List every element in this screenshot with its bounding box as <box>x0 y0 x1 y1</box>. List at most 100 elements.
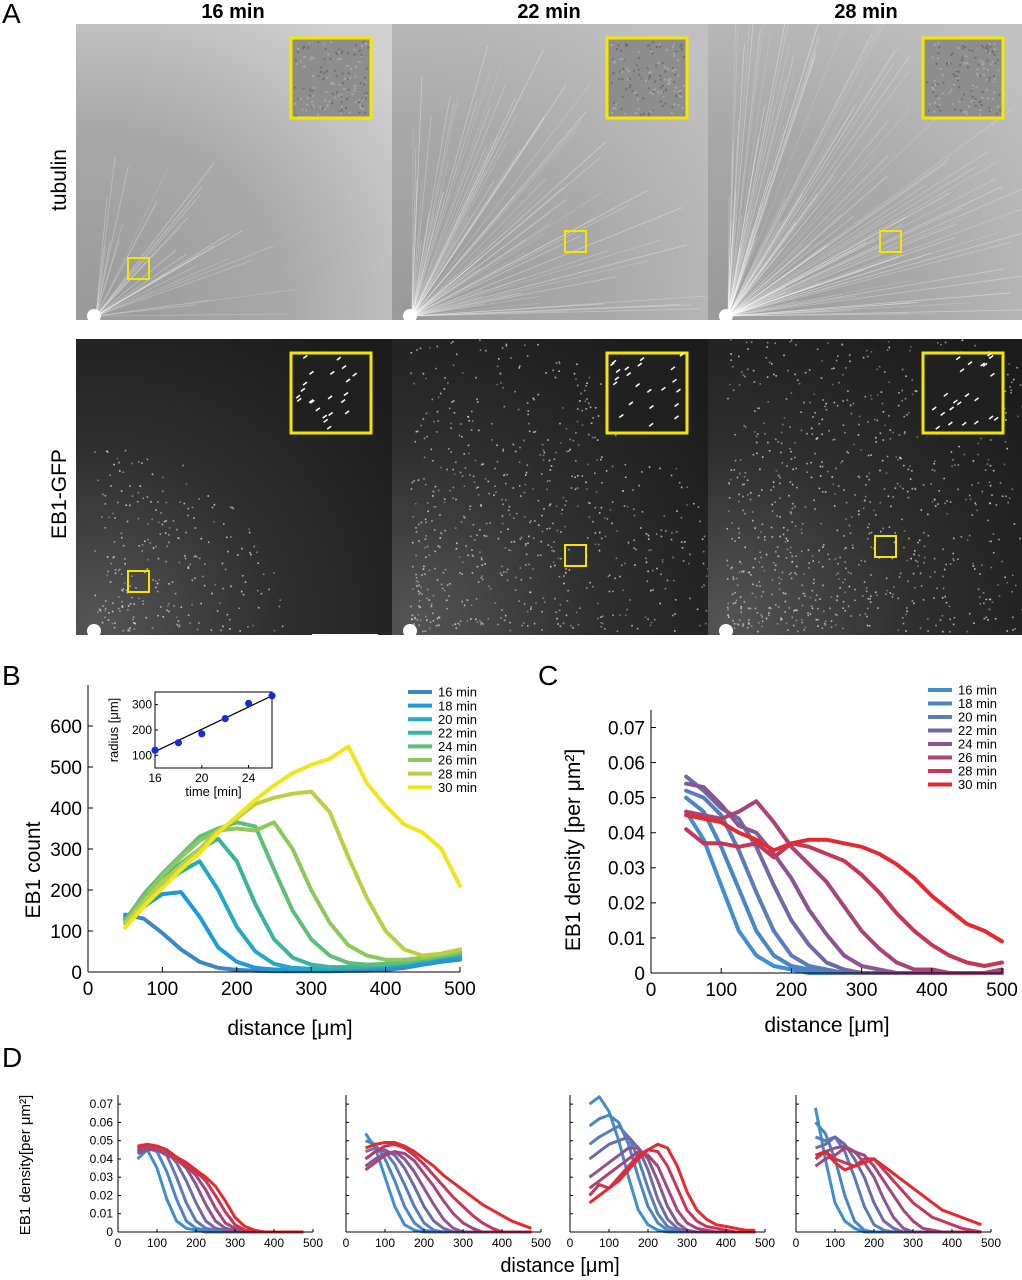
inset-xlabel: time [min] <box>185 784 241 799</box>
x-tick-label: 0 <box>115 1236 122 1250</box>
subplot-series-line <box>588 1146 756 1234</box>
y-tick-label: 0.06 <box>90 1115 114 1129</box>
x-tick-label: 200 <box>776 980 808 1001</box>
x-tick-label: 0 <box>83 979 94 1000</box>
subplot-1: 0 100 200 300 400 500 0 0.01 0.02 0.03 0.04 0.05 0.0… <box>90 1095 323 1250</box>
x-tick-label: 200 <box>864 1236 884 1250</box>
y-tick-label: 0.07 <box>90 1097 114 1111</box>
x-tick-label: 500 <box>444 979 476 1000</box>
y-tick-label: 0.01 <box>608 929 645 950</box>
series-line-18-min <box>684 795 1004 975</box>
column-title-16min: 16 min <box>201 1 265 23</box>
inset-frame <box>154 691 273 769</box>
zoom-inset <box>289 351 373 435</box>
legend-label: 28 min <box>958 764 997 779</box>
zoom-inset <box>605 36 689 120</box>
legend-label: 26 min <box>438 753 477 768</box>
chart-b-xlabel: distance [μm] <box>227 1017 352 1040</box>
subplot-series-line <box>814 1150 982 1227</box>
series-line-30-min <box>123 744 462 930</box>
y-tick-label: 0.05 <box>608 789 645 810</box>
subplot-series-line <box>814 1107 982 1234</box>
y-tick-label: 0.02 <box>608 894 645 915</box>
x-tick-label: 300 <box>677 1236 697 1250</box>
subplot-4: 0 100 200 300 400 500 <box>793 1095 1001 1250</box>
micrograph-eb1-1 <box>392 339 708 635</box>
legend-label: 20 min <box>438 712 477 727</box>
micrograph-tubulin-1 <box>392 24 708 320</box>
centrosome-spot <box>87 624 101 635</box>
scale-bar <box>312 634 378 639</box>
x-tick-label: 400 <box>916 980 948 1001</box>
centrosome-spot <box>403 624 417 635</box>
inset-y-tick-label: 100 <box>132 748 152 762</box>
inset-ylabel: radius [μm] <box>106 698 121 763</box>
legend-label: 16 min <box>438 685 477 700</box>
y-tick-label: 0 <box>634 964 645 985</box>
y-tick-label: 0.07 <box>608 718 645 739</box>
x-tick-label: 400 <box>716 1236 736 1250</box>
zoom-inset <box>605 351 689 435</box>
inset-y-tick-label: 200 <box>132 723 152 737</box>
y-tick-label: 100 <box>50 922 82 943</box>
x-tick-label: 200 <box>221 979 253 1000</box>
x-tick-label: 0 <box>793 1236 800 1250</box>
centrosome-spot <box>719 309 733 320</box>
series-line-26-min <box>684 799 1004 975</box>
micrograph-texture <box>410 339 708 633</box>
y-tick-label: 0.06 <box>608 753 645 774</box>
subplot-series-line <box>364 1141 532 1230</box>
legend-label: 30 min <box>958 777 997 792</box>
panel-letter-c: C <box>538 660 559 691</box>
legend-label: 16 min <box>958 683 997 698</box>
chart-b: 0 100 200 300 400 500 0 100 200 300 400 500 600 EB1 … <box>22 685 477 1040</box>
y-tick-label: 400 <box>50 799 82 820</box>
panel-letter-b: B <box>2 660 21 691</box>
x-tick-label: 300 <box>453 1236 473 1250</box>
centrosome-spot <box>403 309 417 320</box>
micrograph-eb1-0 <box>76 339 392 635</box>
micrograph-texture <box>411 45 708 317</box>
x-tick-label: 100 <box>599 1236 619 1250</box>
inset-x-tick-label: 16 <box>148 771 162 785</box>
inset-x-tick-label: 24 <box>242 771 256 785</box>
legend-label: 30 min <box>438 780 477 795</box>
legend-label: 24 min <box>958 737 997 752</box>
chart-d-ylabel: EB1 density[per μm²] <box>17 1095 34 1235</box>
micrograph-tubulin-2 <box>708 24 1022 320</box>
x-tick-label: 500 <box>981 1236 1001 1250</box>
scale-bar <box>312 322 378 327</box>
y-tick-label: 0.05 <box>90 1134 114 1148</box>
legend-label: 24 min <box>438 739 477 754</box>
inset-point <box>151 746 159 754</box>
zoom-inset <box>289 36 373 120</box>
micrograph-eb1-2 <box>708 339 1022 635</box>
micrograph-texture <box>727 24 1022 317</box>
column-title-22min: 22 min <box>517 1 581 23</box>
x-tick-label: 200 <box>414 1236 434 1250</box>
chart-c-xlabel: distance [μm] <box>764 1014 889 1037</box>
inset-point <box>174 739 182 747</box>
x-tick-label: 100 <box>705 980 737 1001</box>
series-line-28-min <box>123 789 462 958</box>
y-tick-label: 0.04 <box>608 824 645 845</box>
subplot-series-line <box>588 1148 756 1234</box>
subplot-3: 0 100 200 300 400 500 <box>567 1095 775 1250</box>
series-line-26-min <box>123 820 462 962</box>
centrosome-spot <box>87 309 101 320</box>
y-tick-label: 0 <box>71 963 82 984</box>
x-tick-label: 400 <box>492 1236 512 1250</box>
subplot-series-line <box>588 1142 756 1232</box>
x-tick-label: 100 <box>147 1236 167 1250</box>
column-title-28min: 28 min <box>834 1 898 23</box>
subplot-series-line <box>814 1150 982 1234</box>
x-tick-label: 500 <box>755 1236 775 1250</box>
y-tick-label: 0.01 <box>90 1207 114 1221</box>
x-tick-label: 400 <box>370 979 402 1000</box>
y-tick-label: 0.04 <box>90 1152 114 1166</box>
x-tick-label: 500 <box>531 1236 551 1250</box>
legend-label: 22 min <box>438 725 477 740</box>
chart-d: 0 100 200 300 400 500 0 0.01 0.02 0.03 0.04 0.05 0.0… <box>17 1095 1001 1277</box>
row-label-eb1-gfp: EB1-GFP <box>48 449 71 539</box>
inset-point <box>268 692 276 700</box>
